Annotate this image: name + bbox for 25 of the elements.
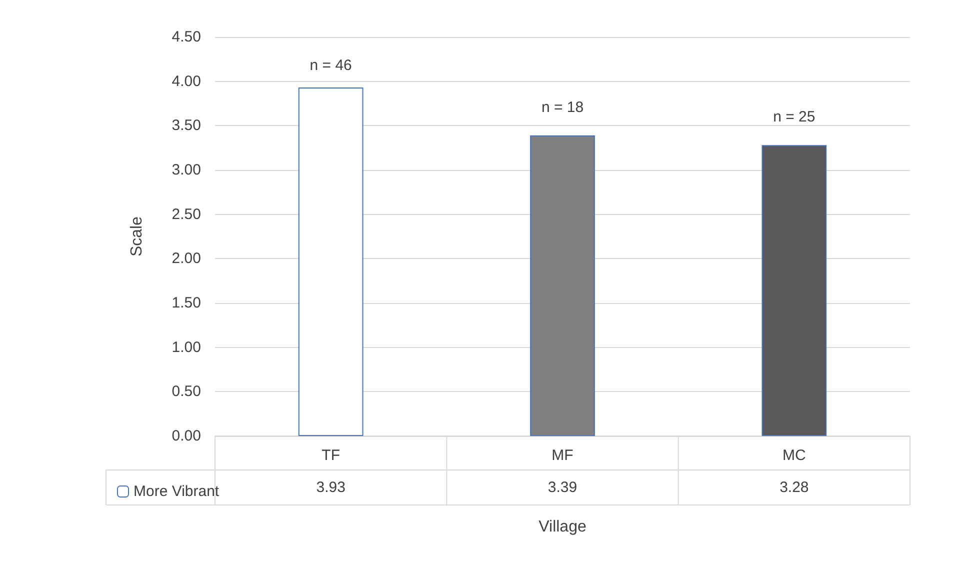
bar (530, 135, 595, 436)
data-label: 3.39 (548, 479, 578, 496)
y-tick-label: 4.50 (172, 28, 201, 46)
y-tick-label: 0.00 (172, 428, 201, 444)
y-tick-label: 3.50 (172, 117, 201, 134)
annotation: n = 46 (310, 57, 352, 74)
y-tick-label: 2.50 (172, 206, 201, 223)
x-tick-label: TF (322, 447, 340, 464)
y-tick-label: 0.50 (172, 383, 201, 400)
data-label: 3.28 (780, 479, 809, 496)
annotation: n = 25 (773, 108, 816, 126)
y-axis-title: Scale (128, 216, 146, 257)
legend-label: More Vibrant (134, 483, 220, 500)
bar (298, 88, 364, 436)
y-tick-label: 3.00 (172, 162, 201, 178)
bar (762, 145, 827, 436)
y-tick-label: 2.00 (172, 250, 201, 268)
x-tick-label: MC (782, 447, 806, 464)
y-tick-label: 4.00 (172, 72, 201, 90)
y-tick-label: 1.00 (172, 338, 201, 356)
y-tick-label: 1.50 (172, 294, 201, 312)
annotation: n = 18 (541, 98, 584, 116)
x-axis-title: Village (538, 518, 586, 536)
x-tick-label: MF (552, 447, 574, 464)
data-label: 3.93 (316, 479, 346, 496)
